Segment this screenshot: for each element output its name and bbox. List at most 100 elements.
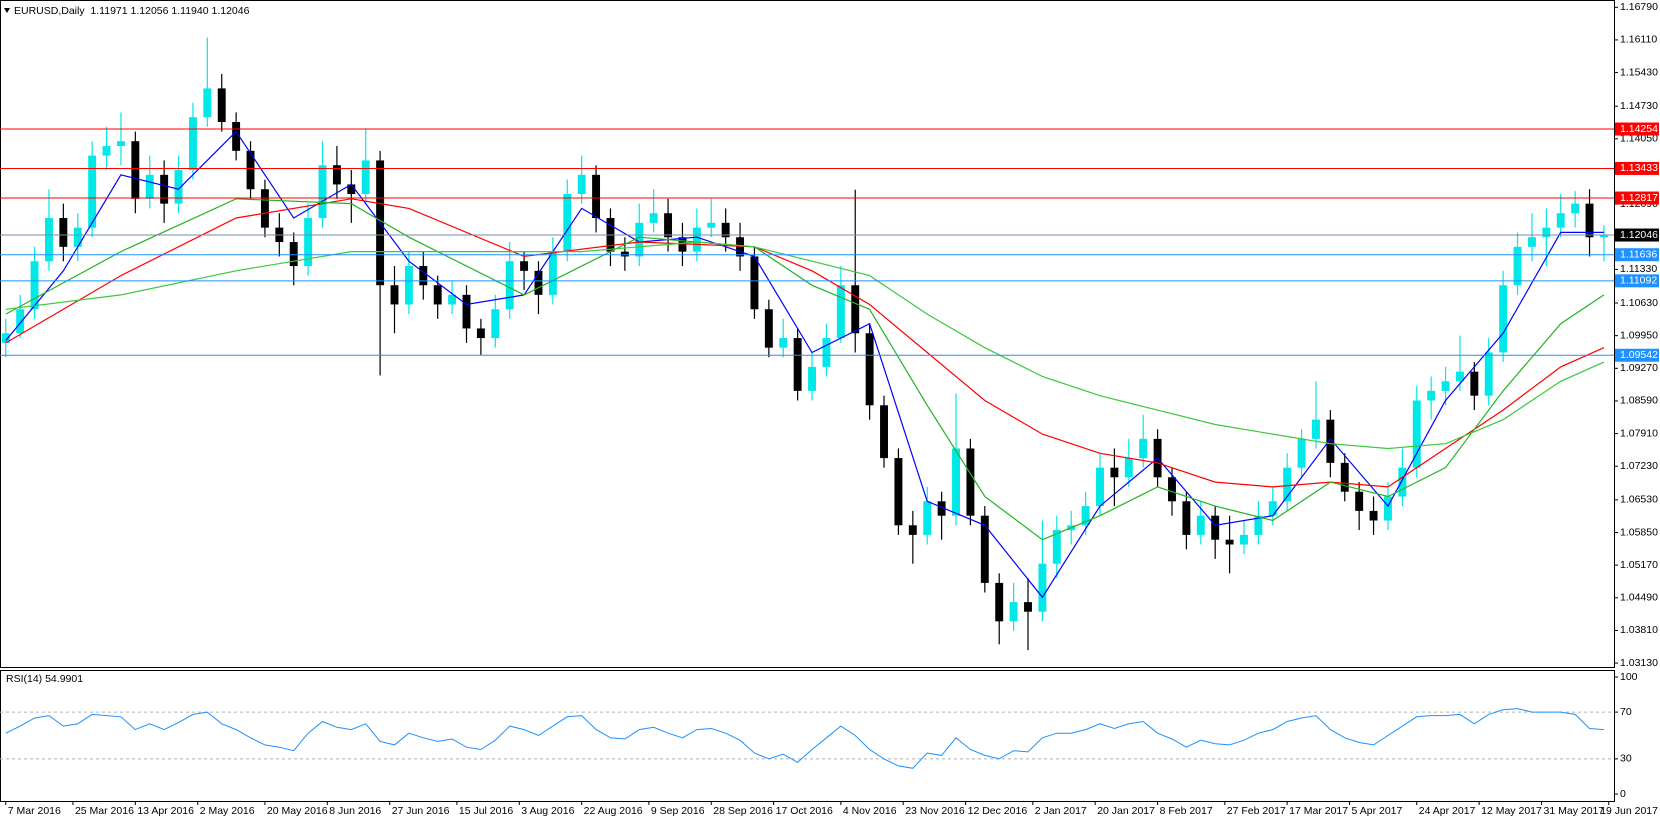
candle-body: [318, 165, 327, 219]
candle-body: [1211, 515, 1220, 540]
candle-body: [260, 189, 269, 228]
y-tick-label: 1.07230: [1620, 460, 1658, 472]
candle-body: [851, 285, 860, 334]
candle-body: [217, 88, 226, 123]
x-tick-label: 2 Jan 2017: [1035, 805, 1087, 817]
y-tick-label: 70: [1620, 706, 1632, 718]
rsi-title: RSI(14) 54.9901: [6, 673, 83, 685]
x-tick-label: 17 Oct 2016: [776, 805, 833, 817]
candle-body: [534, 270, 543, 295]
candle-body: [577, 174, 586, 195]
y-tick-label: 0: [1620, 788, 1626, 800]
candle-body: [1412, 400, 1421, 468]
candle-body: [1052, 530, 1061, 564]
x-tick-label: 25 Mar 2016: [75, 805, 134, 817]
candle-body: [952, 448, 960, 516]
candle-body: [1513, 246, 1522, 286]
x-tick-label: 24 Apr 2017: [1419, 805, 1476, 817]
x-tick-label: 8 Feb 2017: [1160, 805, 1213, 817]
x-tick-label: 17 Mar 2017: [1289, 805, 1348, 817]
y-tick-label: 1.03810: [1620, 624, 1658, 636]
candle-body: [289, 242, 298, 267]
level-label: 1.11092: [1620, 275, 1657, 287]
candle-body: [1268, 501, 1277, 516]
candle-body: [1470, 371, 1479, 396]
candle-body: [131, 141, 140, 199]
candle-body: [923, 501, 932, 535]
candle-body: [1527, 237, 1536, 247]
candle-body: [1398, 467, 1407, 497]
candle-body: [620, 251, 629, 257]
y-tick-label: 100: [1620, 671, 1638, 683]
y-tick-label: 1.05850: [1620, 526, 1658, 538]
candle-body: [692, 227, 701, 252]
y-tick-label: 1.15430: [1620, 66, 1658, 78]
candle-body: [937, 501, 946, 516]
candle-body: [980, 515, 989, 583]
candle-body: [1196, 515, 1205, 535]
candle-body: [894, 458, 903, 526]
y-tick-label: 1.09270: [1620, 362, 1658, 374]
candle-body: [1110, 467, 1119, 478]
candle-body: [246, 150, 255, 190]
candle-body: [793, 338, 802, 391]
level-label: 1.14254: [1620, 123, 1658, 135]
candle-body: [1038, 563, 1047, 612]
candle-body: [347, 184, 356, 195]
candle-body: [1, 333, 10, 343]
menu-arrow: [4, 8, 10, 13]
candle-body: [1168, 477, 1176, 502]
candle-body: [1542, 227, 1551, 238]
price-panel: [0, 0, 1615, 668]
candle-body: [966, 448, 975, 516]
level-label-box: [1615, 191, 1659, 205]
x-tick-label: 12 May 2017: [1481, 805, 1542, 817]
candle-body: [390, 285, 399, 305]
candle-body: [73, 227, 82, 247]
y-tick-label: 1.07910: [1620, 427, 1658, 439]
candle-body: [764, 309, 773, 348]
candle-body: [779, 338, 788, 348]
candle-body: [1312, 419, 1320, 439]
candle-body: [1571, 203, 1580, 214]
candle-body: [808, 366, 816, 391]
y-tick-label: 1.16110: [1620, 34, 1657, 46]
x-tick-label: 28 Sep 2016: [713, 805, 773, 817]
level-label-box: [1615, 348, 1659, 362]
candle-body: [750, 256, 759, 310]
y-tick-label: 1.14730: [1620, 100, 1658, 112]
candle-body: [520, 261, 529, 271]
candle-body: [145, 174, 154, 199]
candle-body: [203, 88, 212, 118]
candle-body: [1340, 462, 1349, 492]
x-tick-label: 27 Jun 2016: [392, 805, 450, 817]
y-tick-label: 1.06530: [1620, 494, 1658, 506]
candle-body: [1383, 496, 1392, 521]
candle-body: [649, 213, 658, 223]
candle-body: [563, 194, 572, 252]
level-label: 1.12817: [1620, 192, 1658, 204]
level-label: 1.09542: [1620, 349, 1658, 361]
candle-body: [721, 222, 730, 238]
candle-body: [188, 117, 197, 171]
candle-body: [822, 338, 831, 367]
candle-body: [44, 218, 53, 262]
candle-body: [865, 333, 874, 406]
y-tick-label: 30: [1620, 753, 1632, 765]
y-tick-label: 1.08590: [1620, 395, 1658, 407]
chart-title: EURUSD,Daily 1.11971 1.12056 1.11940 1.1…: [14, 5, 250, 17]
candle-body: [1427, 390, 1436, 401]
candle-body: [1096, 467, 1104, 507]
candle-body: [548, 251, 557, 295]
x-tick-label: 13 Apr 2016: [137, 805, 194, 817]
moving-average: [5, 241, 1605, 450]
x-tick-label: 3 Aug 2016: [521, 805, 574, 817]
candle-body: [30, 261, 39, 310]
x-tick-label: 2 May 2016: [200, 805, 255, 817]
x-tick-label: 27 Feb 2017: [1227, 805, 1286, 817]
candle-body: [1139, 438, 1148, 459]
candle-body: [995, 582, 1004, 622]
candle-body: [635, 222, 644, 257]
